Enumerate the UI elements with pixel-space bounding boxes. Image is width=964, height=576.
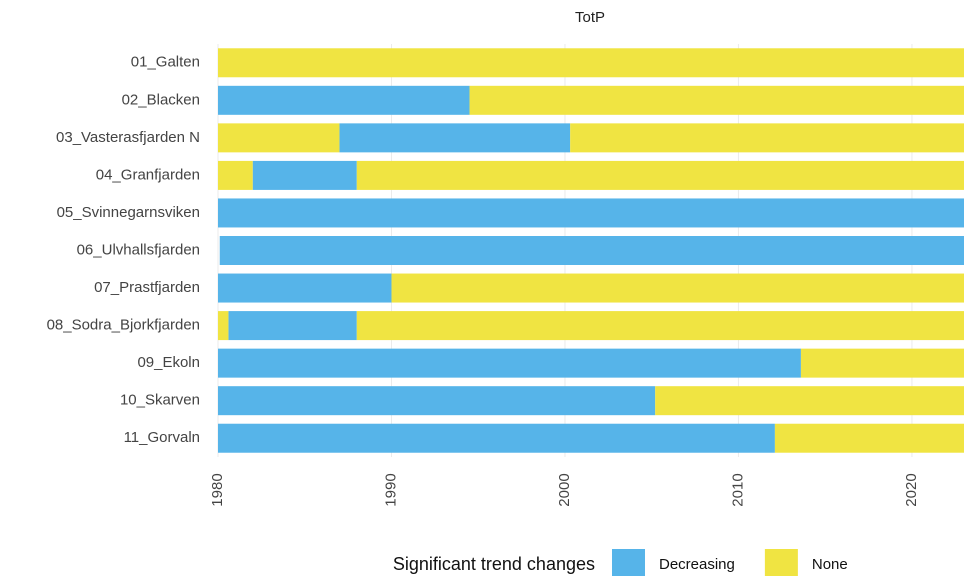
y-tick-label: 05_Svinnegarnsviken bbox=[57, 204, 200, 221]
legend-label: Decreasing bbox=[659, 556, 735, 573]
bar-segment bbox=[391, 273, 964, 303]
y-tick-label: 10_Skarven bbox=[120, 392, 200, 409]
legend-swatch bbox=[612, 549, 645, 576]
chart-title: TotP bbox=[575, 9, 605, 26]
bar-segment bbox=[655, 386, 964, 416]
legend-label: None bbox=[812, 556, 848, 573]
bar-segment bbox=[218, 386, 656, 416]
y-tick-label: 08_Sodra_Bjorkfjarden bbox=[47, 317, 200, 334]
y-tick-label: 07_Prastfjarden bbox=[94, 279, 200, 296]
y-tick-label: 03_Vasterasfjarden N bbox=[56, 129, 200, 146]
x-tick-label: 1980 bbox=[209, 473, 226, 506]
bar-segment bbox=[218, 48, 964, 78]
bar-segment bbox=[228, 311, 357, 341]
bar-segment bbox=[570, 123, 964, 153]
bar-segment bbox=[218, 311, 229, 341]
bar-segment bbox=[219, 236, 964, 265]
bar-segment bbox=[218, 348, 801, 378]
x-tick-label: 1990 bbox=[382, 473, 399, 506]
y-tick-label: 06_Ulvhallsfjarden bbox=[77, 241, 200, 258]
legend-title: Significant trend changes bbox=[393, 554, 595, 574]
y-tick-label: 09_Ekoln bbox=[137, 354, 200, 371]
y-tick-label: 11_Gorvaln bbox=[124, 429, 200, 446]
bar-segment bbox=[339, 123, 571, 153]
bar-segment bbox=[218, 198, 964, 228]
bar-segment bbox=[774, 423, 964, 453]
bar-segment bbox=[218, 273, 392, 303]
x-tick-label: 2000 bbox=[556, 473, 573, 506]
bar-segment bbox=[252, 160, 357, 190]
y-tick-label: 02_Blacken bbox=[122, 91, 200, 108]
bar-segment bbox=[356, 311, 964, 341]
legend-swatch bbox=[764, 549, 798, 576]
x-tick-label: 2010 bbox=[729, 473, 746, 506]
bar-segment bbox=[800, 348, 964, 378]
bar-segment bbox=[218, 85, 470, 115]
bar-segment bbox=[356, 160, 964, 190]
bar-segment bbox=[218, 160, 253, 190]
y-tick-label: 04_Granfjarden bbox=[96, 166, 200, 183]
bar-segment bbox=[469, 85, 964, 115]
bar-segment bbox=[218, 423, 775, 453]
y-tick-label: 01_Galten bbox=[131, 54, 200, 71]
bar-segment bbox=[218, 123, 340, 153]
x-tick-label: 2020 bbox=[903, 473, 920, 506]
